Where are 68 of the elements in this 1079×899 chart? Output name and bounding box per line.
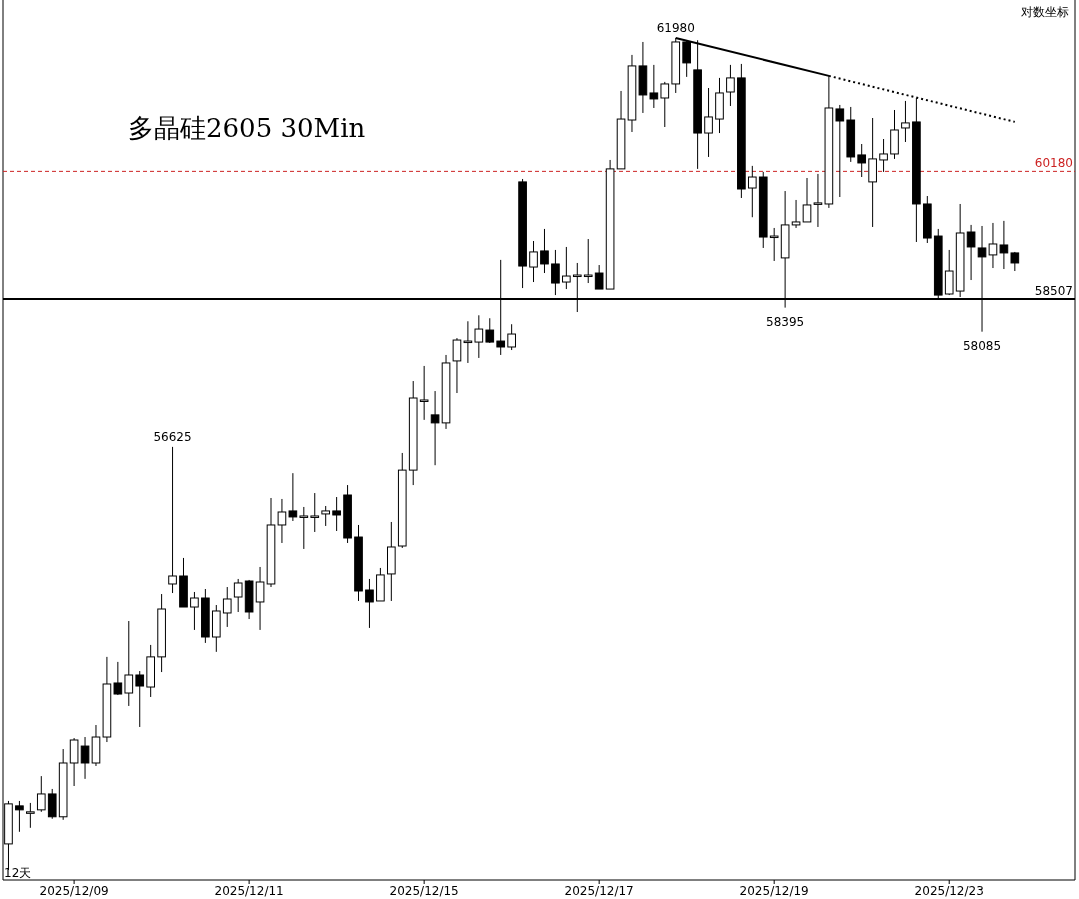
candlestick xyxy=(944,249,954,296)
x-tick-label: 2025/12/09 xyxy=(39,884,109,898)
candlestick xyxy=(430,390,440,466)
x-tick-label: 2025/12/17 xyxy=(564,884,634,898)
candlestick xyxy=(802,177,812,223)
x-tick-label: 2025/12/15 xyxy=(389,884,459,898)
annotation: 56625 xyxy=(153,429,192,444)
candlestick xyxy=(474,314,484,359)
candlestick xyxy=(135,670,145,728)
text: 对数坐标 xyxy=(1021,5,1069,19)
candlestick xyxy=(769,227,779,262)
candlestick xyxy=(835,104,845,198)
annotation: 58085 xyxy=(962,338,1002,353)
candlestick xyxy=(190,591,199,631)
candlestick xyxy=(452,337,462,394)
candlestick xyxy=(704,87,713,158)
candlestick xyxy=(726,64,735,107)
candlestick xyxy=(288,472,298,522)
candlestick xyxy=(222,586,232,628)
candlestick xyxy=(529,240,538,283)
candlestick xyxy=(813,173,823,228)
candlestick xyxy=(562,246,571,290)
candlestick xyxy=(47,788,57,820)
candlestick xyxy=(321,505,331,527)
candlestick xyxy=(649,64,659,109)
candlestick xyxy=(15,800,24,833)
candlestick xyxy=(255,566,265,631)
candlestick xyxy=(168,446,177,594)
annotation: 12天 xyxy=(4,866,32,880)
candlestick xyxy=(69,737,79,787)
candlestick xyxy=(660,81,670,128)
candlestick xyxy=(583,238,593,284)
candlestick xyxy=(463,320,473,364)
annotation: 61980 xyxy=(656,21,695,36)
ref-line-label: 58507 xyxy=(1034,283,1073,298)
candlestick xyxy=(901,100,910,143)
ref-line-label: 60180 xyxy=(1034,156,1073,171)
candlestick xyxy=(988,222,998,269)
candlestick xyxy=(26,802,35,829)
text: 多晶硅2605 30Min xyxy=(128,113,366,143)
candlestick xyxy=(419,365,429,421)
candlestick xyxy=(747,165,757,218)
annotation: 58395 xyxy=(766,314,805,329)
candlestick xyxy=(890,109,899,160)
candlestick xyxy=(233,578,243,613)
candlestick xyxy=(277,498,287,544)
candlestick xyxy=(551,249,560,296)
candlestick xyxy=(36,775,46,813)
candlestick xyxy=(868,117,877,228)
candlestick xyxy=(540,228,549,274)
x-tick-label: 2025/12/23 xyxy=(914,884,984,898)
candlestick xyxy=(113,661,123,696)
candlestick xyxy=(365,578,374,629)
candlestick xyxy=(80,736,90,780)
candlestick xyxy=(879,138,888,173)
candlestick xyxy=(791,199,801,229)
x-tick-label: 2025/12/19 xyxy=(739,884,809,898)
candlestick xyxy=(999,220,1009,270)
candlestick xyxy=(310,492,320,533)
candlestick xyxy=(966,224,976,281)
candlestick xyxy=(507,323,516,351)
candlestick xyxy=(857,143,867,178)
candlestick xyxy=(485,317,495,344)
candlestick xyxy=(299,506,309,550)
candlestick xyxy=(124,620,134,707)
candlestick xyxy=(594,264,604,290)
x-tick-label: 2025/12/11 xyxy=(214,884,284,898)
candlestick xyxy=(332,496,341,532)
